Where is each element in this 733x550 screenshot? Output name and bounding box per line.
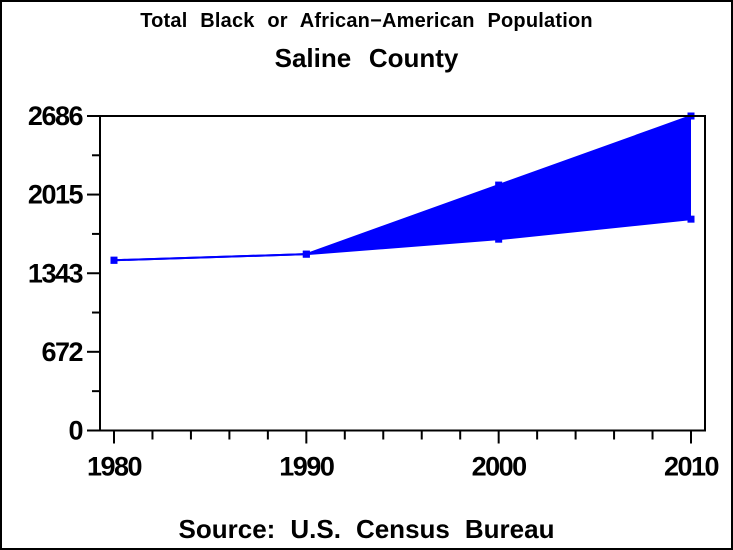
y-tick-label: 0 [68, 416, 82, 446]
data-point-marker [687, 215, 695, 223]
source-note: Source: U.S. Census Bureau [178, 514, 555, 544]
y-tick-label: 1343 [28, 258, 84, 288]
series-line-lower [113, 218, 692, 262]
chart-title: Total Black or African−American Populati… [140, 10, 593, 32]
x-tick-label: 1980 [87, 452, 142, 482]
data-point-marker [495, 181, 503, 189]
x-tick-label: 1990 [279, 452, 334, 482]
population-band [114, 116, 691, 261]
x-tick-label: 2010 [664, 452, 719, 482]
data-point-marker [302, 250, 310, 258]
y-tick-label: 672 [41, 337, 82, 367]
chart-subtitle: Saline County [274, 43, 459, 73]
data-point-marker [495, 235, 503, 243]
data-point-marker [110, 256, 118, 264]
y-tick-label: 2686 [28, 101, 84, 131]
x-tick-label: 2000 [472, 452, 527, 482]
y-tick-label: 2015 [28, 180, 84, 210]
